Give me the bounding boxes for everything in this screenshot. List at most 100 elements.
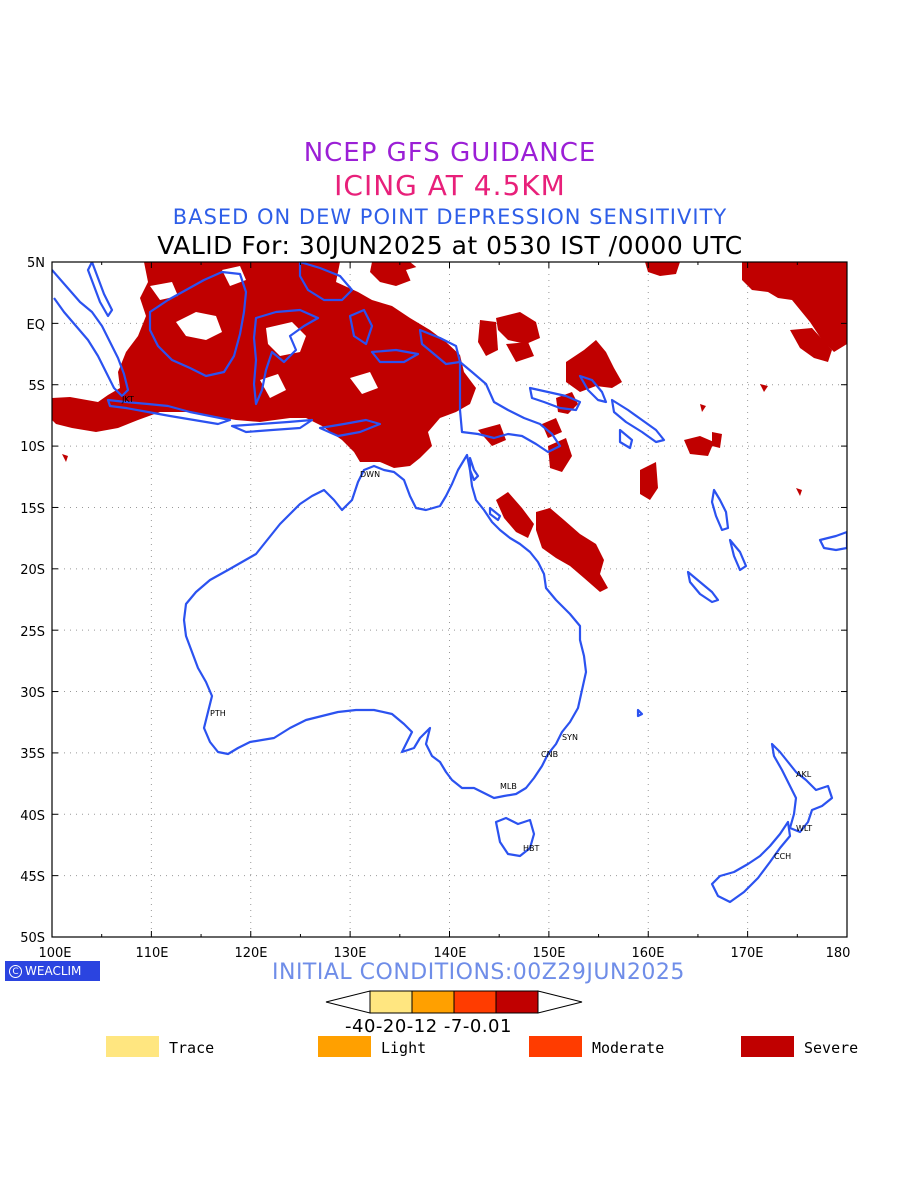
valid-time-title: VALID For: 30JUN2025 at 0530 IST /0000 U… (157, 231, 743, 260)
lon-labels: 100E 110E 120E 130E 140E 150E 160E 170E … (38, 946, 850, 960)
lon-label: 140E (433, 946, 466, 960)
lon-label: 120E (234, 946, 267, 960)
icing-coral-sea-west (548, 438, 572, 472)
title-line-1: NCEP GFS GUIDANCE (303, 138, 597, 168)
city-label-mlb: MLB (500, 782, 517, 791)
icing-torres (478, 424, 506, 446)
legend-swatch (741, 1036, 794, 1057)
gap-borneo-1 (176, 312, 222, 340)
icing-vanuatu-north (640, 462, 658, 500)
legend-label: Light (381, 1039, 427, 1057)
coast-bismarck-2 (618, 428, 634, 450)
icing-far-east-dot (760, 384, 768, 392)
icing-north-pacific-east (742, 262, 847, 352)
weaclim-logo: C WEACLIM (5, 961, 100, 981)
lon-label: 130E (333, 946, 366, 960)
coastlines (52, 262, 847, 904)
coast-java (106, 398, 232, 426)
icing-solomons-2 (712, 432, 722, 448)
colorbar-cell-trace (369, 990, 413, 1014)
lat-label: 40S (20, 809, 45, 824)
colorbar-cell-severe (495, 990, 539, 1014)
coast-cape-york-island (488, 506, 502, 522)
icing-solomon-sea (542, 418, 562, 438)
gap-malaya (150, 282, 178, 300)
city-label-hbt: HBT (523, 844, 540, 853)
lat-label: 25S (20, 625, 45, 640)
icing-png-north-2 (478, 320, 498, 356)
legend-label: Trace (169, 1039, 215, 1057)
legend-swatch (318, 1036, 371, 1057)
legend-label: Moderate (592, 1039, 665, 1057)
lat-label: 5S (28, 379, 45, 394)
axis-ticks (51, 261, 848, 938)
city-label-pth: PTH (210, 709, 226, 718)
city-label-dwn: DWN (360, 470, 380, 479)
icing-qld-coast (496, 492, 534, 538)
coast-new-britain (528, 386, 582, 412)
severe-icing-areas (52, 262, 847, 592)
icing-coral-sea-south (536, 508, 608, 592)
icing-timor-speck (62, 454, 68, 462)
coast-tasmania (494, 816, 536, 858)
icing-far-east-1 (645, 262, 680, 276)
colorbar-right-arrow (537, 990, 583, 1014)
colorbar-tick-labels: -40-20-12 -7-0.01 (345, 1016, 512, 1037)
coast-png (458, 360, 562, 454)
icing-pacific-south-speck (796, 488, 802, 496)
city-label-jkt: JKT (121, 395, 134, 404)
icing-pacific-dot (700, 404, 706, 412)
coast-malaya (86, 262, 114, 318)
coast-cape-york (468, 456, 480, 482)
lat-label: 10S (20, 440, 45, 455)
lat-label: 5N (27, 256, 45, 271)
lon-label: 150E (532, 946, 565, 960)
legend-swatch (529, 1036, 582, 1057)
gap-north-1 (222, 266, 246, 286)
lon-label: 170E (730, 946, 763, 960)
lat-label: EQ (27, 318, 45, 333)
coast-vanuatu-2 (728, 538, 748, 572)
coast-australia (182, 453, 588, 800)
title-line-2: ICING AT 4.5KM (334, 169, 566, 202)
icing-north-pacific-small (790, 328, 832, 362)
coast-new-guinea-west (418, 328, 462, 366)
city-label-akl: AKL (796, 770, 812, 779)
lat-label: 20S (20, 563, 45, 578)
coast-vanuatu (710, 488, 730, 532)
city-label-wlt: WLT (796, 824, 812, 833)
lat-label: 30S (20, 686, 45, 701)
coast-sumatra (52, 269, 130, 398)
colorbar-cell-moderate (453, 990, 497, 1014)
gap-flores-north (260, 374, 286, 398)
colorbar-left-arrow (325, 990, 371, 1014)
coast-new-caledonia (686, 570, 720, 604)
city-label-syn: SYN (562, 733, 578, 742)
icing-solomons (684, 436, 714, 456)
gap-east (406, 266, 426, 284)
colorbar (325, 990, 583, 1014)
coast-halmahera (348, 308, 374, 346)
coast-mindanao (298, 262, 354, 302)
icing-east-borneo-patch (370, 262, 420, 286)
icing-new-ireland (566, 340, 622, 392)
lat-label: 35S (20, 747, 45, 762)
lon-label: 160E (631, 946, 664, 960)
lat-labels: 5N EQ 5S 10S 15S 20S 25S 30S 35S 40S 45S… (20, 256, 45, 946)
city-label-cnb: CNB (541, 750, 558, 759)
coast-solomons (610, 398, 666, 444)
initial-conditions: INITIAL CONDITIONS:00Z29JUN2025 (272, 960, 685, 985)
lon-label: 100E (38, 946, 71, 960)
copyright-icon: C (9, 965, 22, 978)
gap-banda (350, 372, 378, 394)
icing-png-north-1 (496, 312, 540, 344)
coast-nz-south (710, 820, 792, 904)
logo-text: WEACLIM (25, 964, 82, 978)
coast-lord-howe (636, 708, 644, 718)
lat-label: 15S (20, 502, 45, 517)
legend-swatch (106, 1036, 159, 1057)
lat-label: 45S (20, 870, 45, 885)
title-line-3: BASED ON DEW POINT DEPRESSION SENSITIVIT… (172, 205, 728, 229)
colorbar-cell-light (411, 990, 455, 1014)
lat-label: 50S (20, 931, 45, 946)
